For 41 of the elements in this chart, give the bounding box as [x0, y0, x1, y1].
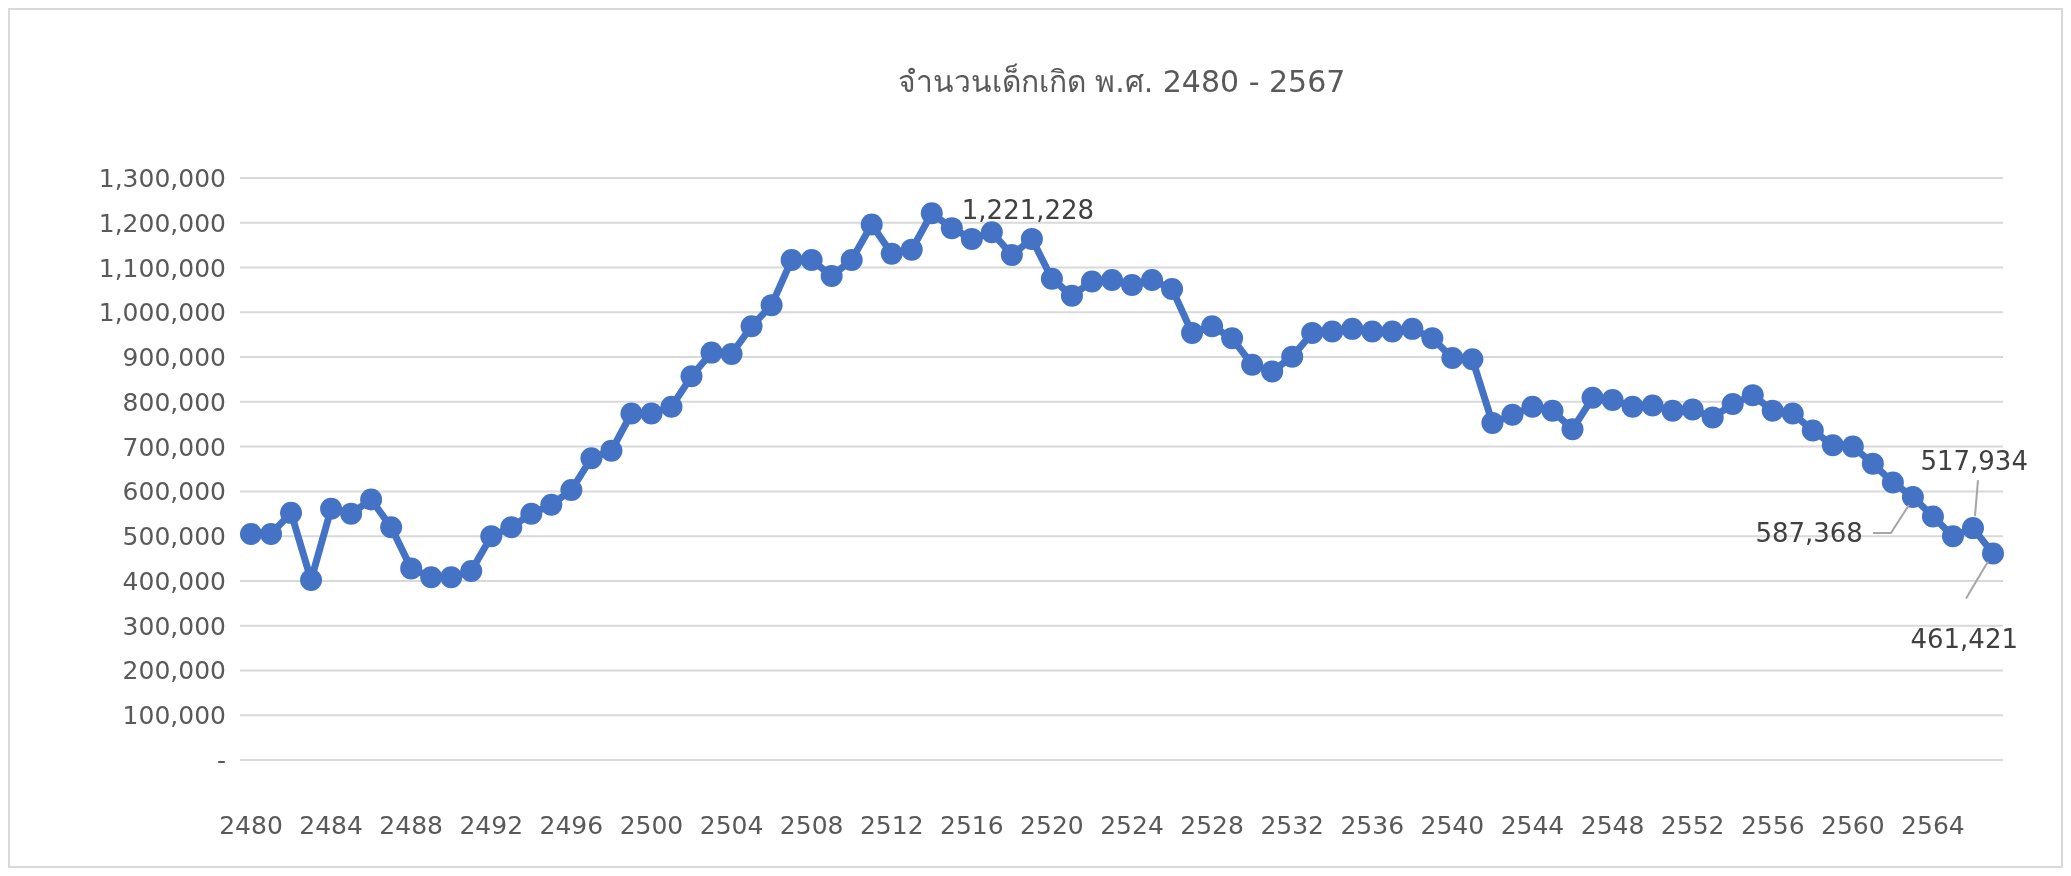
x-tick-label: 2560 [1821, 811, 1885, 840]
y-tick-label: 400,000 [122, 566, 226, 596]
x-tick-label: 2544 [1500, 811, 1565, 840]
x-tick-label: 2552 [1660, 811, 1725, 840]
x-tick-label: 2540 [1420, 811, 1485, 840]
x-tick-label: 2548 [1580, 811, 1645, 840]
y-tick-label: 300,000 [122, 611, 226, 641]
y-tick-label: 900,000 [122, 343, 226, 373]
y-tick-label: 600,000 [122, 477, 226, 507]
y-tick-label: 1,200,000 [98, 208, 226, 238]
x-tick-label: 2516 [940, 811, 1004, 840]
x-tick-label: 2564 [1901, 811, 1965, 840]
y-tick-label: 200,000 [122, 656, 226, 686]
x-tick-label: 2532 [1260, 811, 1325, 840]
y-tick-label: - [216, 746, 226, 775]
x-tick-label: 2520 [1020, 811, 1084, 840]
y-tick-label: 1,100,000 [98, 253, 226, 283]
x-tick-label: 2500 [619, 811, 684, 840]
data-label: 517,934 [1920, 446, 2028, 477]
x-tick-label: 2536 [1340, 811, 1405, 840]
x-tick-label: 2492 [459, 811, 524, 840]
data-label: 1,221,228 [961, 195, 1095, 226]
data-label: 587,368 [1755, 518, 1863, 549]
x-tick-label: 2496 [539, 811, 604, 840]
x-tick-label: 2508 [779, 811, 844, 840]
x-tick-label: 2528 [1180, 811, 1244, 840]
chart-title: จำนวนเด็กเกิด พ.ศ. 2480 - 2567 [897, 63, 1346, 99]
data-label: 461,421 [1910, 624, 2018, 655]
x-tick-label: 2504 [699, 811, 764, 840]
y-tick-label: 100,000 [122, 701, 226, 731]
x-tick-label: 2524 [1100, 811, 1164, 840]
y-tick-label: 700,000 [122, 432, 226, 462]
x-tick-label: 2488 [379, 811, 443, 840]
x-tick-label: 2484 [299, 811, 363, 840]
x-tick-label: 2556 [1740, 811, 1805, 840]
y-tick-label: 800,000 [122, 387, 226, 417]
y-tick-label: 500,000 [122, 522, 226, 552]
x-tick-label: 2480 [219, 811, 283, 840]
y-tick-label: 1,000,000 [98, 298, 226, 328]
y-tick-label: 1,300,000 [98, 164, 226, 193]
x-tick-label: 2512 [859, 811, 924, 840]
